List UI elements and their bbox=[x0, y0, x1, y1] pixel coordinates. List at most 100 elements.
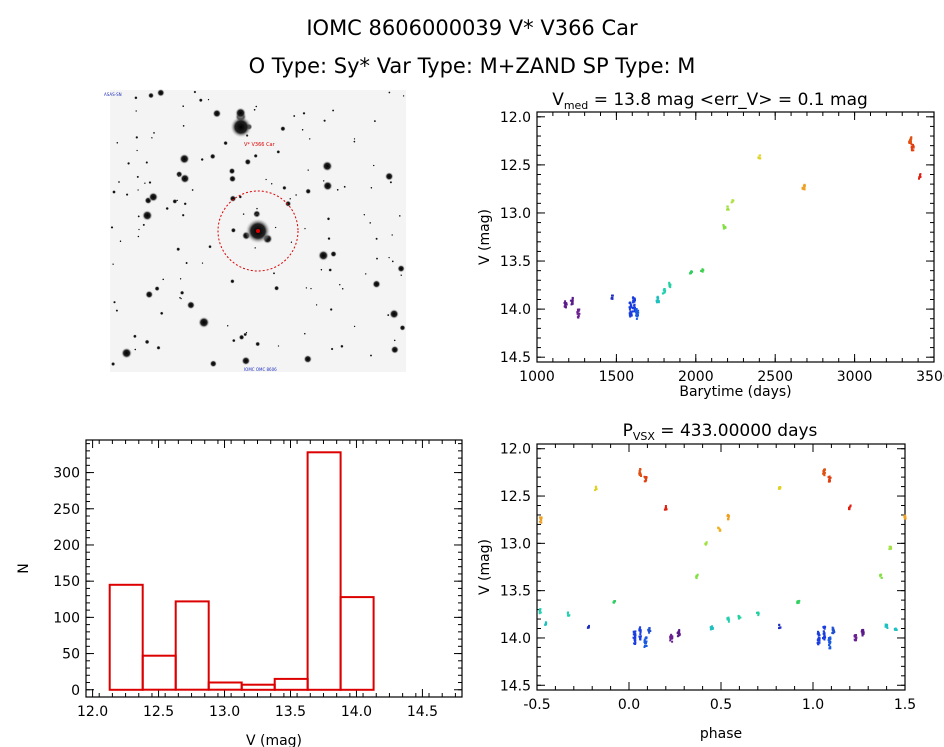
data-point bbox=[640, 475, 642, 477]
star bbox=[391, 260, 394, 263]
star bbox=[226, 324, 229, 327]
data-point bbox=[668, 285, 671, 288]
star bbox=[191, 188, 194, 192]
x-tick-label: 3000 bbox=[837, 369, 873, 385]
data-point bbox=[855, 634, 857, 637]
data-point bbox=[588, 625, 590, 628]
x-tick-label: 13.0 bbox=[209, 704, 240, 720]
data-point bbox=[828, 478, 831, 480]
data-point bbox=[655, 299, 658, 302]
data-point bbox=[564, 303, 567, 306]
data-point bbox=[727, 514, 730, 517]
plot-frame bbox=[536, 111, 935, 363]
data-point bbox=[700, 269, 703, 272]
data-point bbox=[829, 476, 832, 479]
y-tick-label: 13.0 bbox=[500, 206, 531, 222]
star bbox=[307, 169, 310, 172]
y-tick-label: 50 bbox=[62, 647, 80, 663]
data-point bbox=[634, 643, 637, 645]
star bbox=[137, 215, 140, 218]
data-point bbox=[644, 480, 647, 483]
star bbox=[322, 179, 325, 182]
data-point bbox=[730, 201, 733, 204]
y-tick-label: 12.5 bbox=[500, 489, 531, 505]
lightcurve-title: Vmed = 13.8 mag <err_V> = 0.1 mag bbox=[552, 90, 868, 112]
x-axis-label: V (mag) bbox=[246, 733, 302, 747]
y-axis-label: V (mag) bbox=[477, 539, 493, 595]
star bbox=[323, 119, 327, 123]
star bbox=[159, 311, 164, 316]
star bbox=[272, 272, 276, 275]
data-point bbox=[571, 301, 574, 304]
data-point bbox=[657, 297, 660, 300]
data-point bbox=[540, 519, 543, 522]
star bbox=[353, 325, 356, 328]
star bbox=[255, 207, 259, 210]
star bbox=[148, 180, 152, 185]
plot-frame bbox=[85, 439, 463, 698]
data-point bbox=[634, 634, 637, 637]
star bbox=[238, 334, 245, 341]
data-point bbox=[888, 545, 891, 548]
data-point bbox=[633, 310, 636, 313]
star bbox=[208, 244, 212, 249]
data-point bbox=[726, 205, 729, 208]
star bbox=[150, 136, 153, 139]
star bbox=[179, 290, 185, 296]
x-tick-label: 0.0 bbox=[618, 697, 640, 713]
data-point bbox=[823, 474, 826, 477]
data-point bbox=[570, 303, 573, 306]
data-point bbox=[918, 177, 920, 180]
data-point bbox=[656, 301, 658, 304]
data-point bbox=[817, 631, 820, 634]
star bbox=[242, 213, 245, 216]
star bbox=[372, 164, 375, 167]
data-point bbox=[577, 316, 580, 319]
data-point bbox=[777, 487, 780, 490]
data-point bbox=[862, 629, 865, 632]
data-point bbox=[778, 627, 780, 630]
y-tick-label: 12.0 bbox=[500, 110, 531, 126]
data-point bbox=[576, 311, 579, 314]
y-tick-label: 300 bbox=[53, 466, 80, 482]
data-point bbox=[880, 576, 883, 579]
data-point bbox=[637, 311, 640, 314]
x-tick-label: 2000 bbox=[678, 369, 714, 385]
data-point bbox=[564, 300, 567, 303]
data-point bbox=[595, 485, 598, 488]
data-point bbox=[635, 311, 638, 314]
star bbox=[304, 227, 306, 230]
data-point bbox=[638, 627, 641, 630]
y-tick-label: 13.5 bbox=[500, 254, 531, 270]
star bbox=[207, 98, 210, 101]
star bbox=[341, 287, 344, 290]
star bbox=[179, 277, 182, 280]
star bbox=[127, 161, 131, 165]
data-point bbox=[571, 297, 574, 300]
star bbox=[317, 250, 329, 261]
data-point bbox=[678, 632, 681, 635]
data-point bbox=[639, 629, 642, 632]
data-point bbox=[639, 626, 642, 629]
data-point bbox=[855, 636, 858, 639]
data-point bbox=[884, 625, 887, 628]
data-point bbox=[832, 629, 835, 631]
histogram-bar bbox=[141, 654, 177, 691]
data-point bbox=[629, 310, 632, 313]
star bbox=[273, 285, 280, 291]
data-point bbox=[732, 199, 735, 202]
star bbox=[135, 110, 138, 112]
star bbox=[329, 307, 333, 312]
image-top-label: ASAS-SN bbox=[104, 92, 122, 97]
data-point bbox=[567, 614, 569, 617]
data-point bbox=[637, 314, 639, 317]
star bbox=[181, 213, 185, 217]
data-point bbox=[726, 617, 729, 620]
data-point bbox=[563, 301, 566, 304]
data-point bbox=[823, 625, 826, 628]
data-point bbox=[727, 618, 730, 621]
star bbox=[145, 161, 149, 164]
star bbox=[235, 107, 247, 119]
data-point bbox=[817, 634, 820, 637]
data-point bbox=[717, 526, 720, 529]
